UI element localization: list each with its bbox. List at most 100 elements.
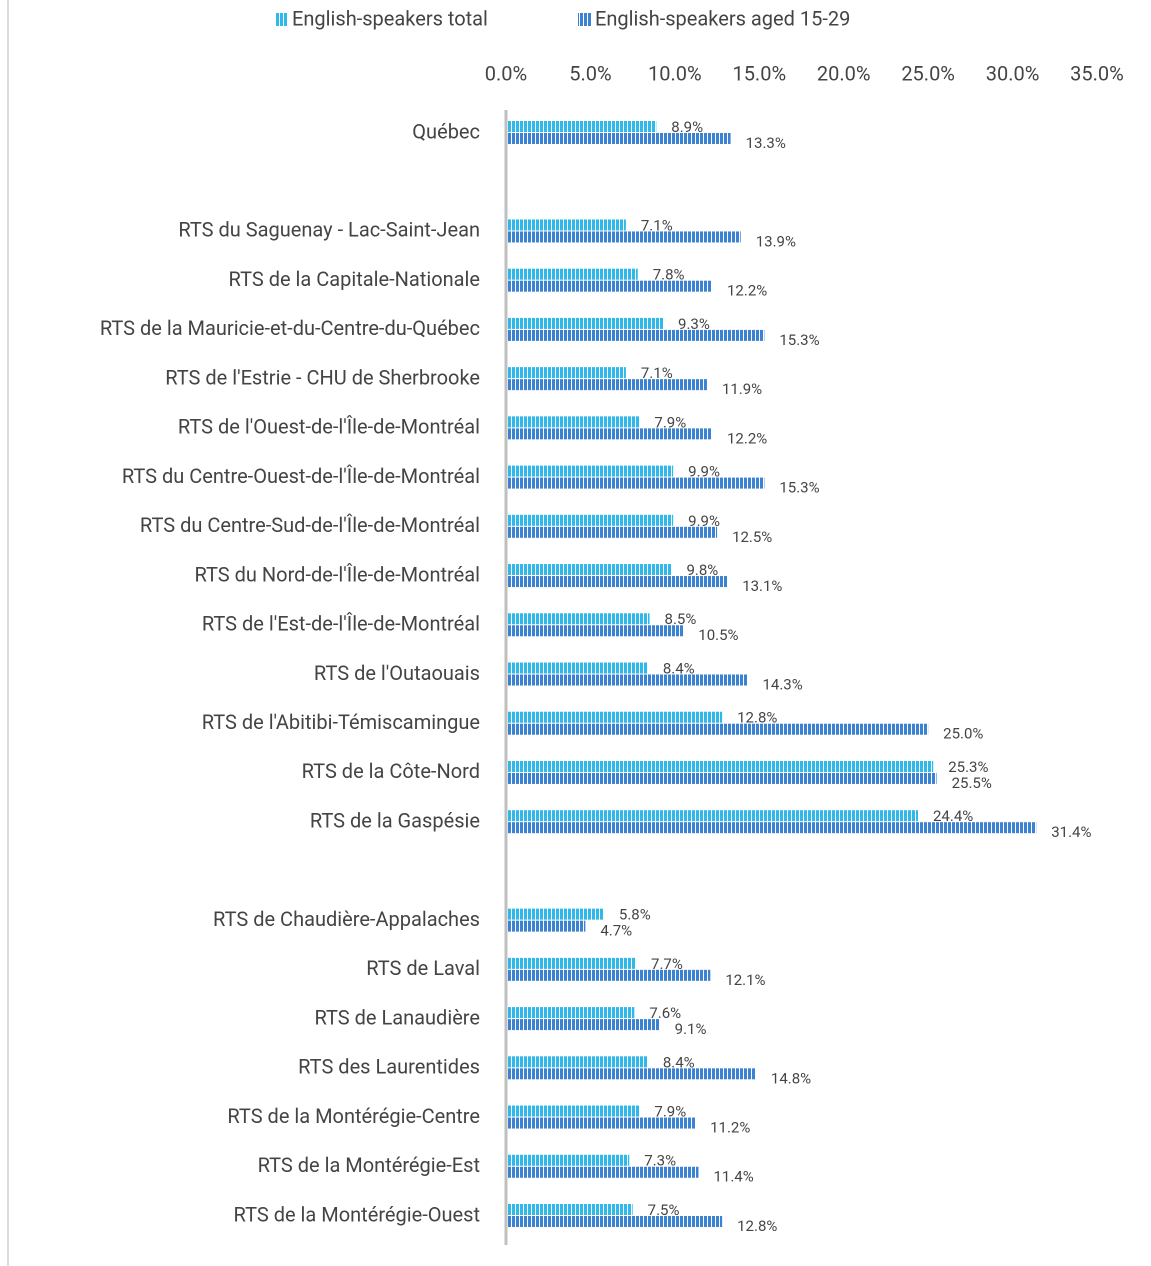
value-label: 8.9% [671, 118, 703, 136]
value-label: 8.4% [663, 1053, 695, 1071]
category-label: RTS de l'Estrie - CHU de Sherbrooke [165, 365, 480, 389]
value-label: 12.8% [737, 1217, 777, 1235]
bar [506, 416, 640, 428]
bar [506, 514, 674, 526]
category-label: RTS de la Montérégie-Centre [227, 1104, 480, 1128]
bar [506, 428, 713, 440]
bar [506, 133, 731, 144]
legend-label: English-speakers total [292, 6, 488, 30]
bar [506, 1105, 640, 1117]
value-label: 12.5% [732, 528, 772, 546]
value-label: 14.8% [771, 1069, 811, 1087]
bar [506, 920, 586, 932]
bar [506, 1056, 648, 1068]
value-label: 25.0% [943, 725, 983, 743]
value-label: 5.8% [619, 906, 651, 924]
category-label: RTS de l'Est-de-l'Île-de-Montréal [202, 612, 480, 636]
value-label: 9.3% [678, 315, 710, 333]
bar [506, 1007, 635, 1019]
bar [506, 231, 741, 243]
bar [506, 280, 713, 292]
category-label: Québec [412, 119, 480, 143]
category-label: RTS du Saguenay - Lac-Saint-Jean [178, 218, 480, 242]
value-label: 15.3% [779, 479, 819, 497]
bar [506, 1216, 723, 1227]
value-label: 9.8% [686, 561, 718, 579]
value-label: 15.3% [779, 331, 819, 349]
value-label: 7.9% [654, 1103, 686, 1121]
bar [506, 810, 919, 822]
bar [506, 674, 748, 686]
category-label: RTS de Laval [366, 956, 480, 980]
bar [506, 564, 672, 576]
bar [506, 367, 626, 379]
category-label: RTS de l'Abitibi-Témiscamingue [202, 710, 480, 734]
bar [506, 1154, 630, 1166]
x-tick-label: 5.0% [569, 61, 611, 85]
value-label: 10.5% [698, 626, 738, 644]
category-label: RTS du Nord-de-l'Île-de-Montréal [194, 562, 480, 586]
category-label: RTS de l'Ouest-de-l'Île-de-Montréal [178, 415, 480, 439]
category-label: RTS de la Capitale-Nationale [229, 267, 480, 291]
bar [506, 329, 765, 341]
bar [506, 760, 934, 772]
value-label: 7.1% [641, 364, 673, 382]
value-label: 7.3% [644, 1152, 676, 1170]
value-label: 25.3% [948, 758, 988, 776]
x-tick-label: 15.0% [732, 61, 786, 85]
value-label: 9.9% [688, 463, 720, 481]
category-label: RTS des Laurentides [298, 1055, 480, 1079]
category-label: RTS du Centre-Sud-de-l'Île-de-Montréal [140, 513, 480, 537]
value-label: 8.5% [665, 610, 697, 628]
value-label: 9.1% [675, 1020, 707, 1038]
x-tick-label: 25.0% [901, 61, 955, 85]
value-label: 25.5% [952, 774, 992, 792]
bar [506, 1019, 660, 1031]
bar [506, 711, 723, 723]
bar [506, 1068, 756, 1080]
category-label: RTS de Lanaudière [314, 1005, 480, 1029]
bar [506, 465, 674, 477]
category-label: RTS de la Gaspésie [310, 808, 480, 832]
bar [506, 121, 657, 132]
value-label: 9.9% [688, 512, 720, 530]
x-tick-label: 30.0% [986, 61, 1040, 85]
value-label: 13.1% [742, 577, 782, 595]
bar [506, 969, 711, 981]
bar [506, 1117, 696, 1129]
bar [506, 317, 664, 329]
bar [506, 268, 638, 280]
value-label: 11.2% [710, 1119, 750, 1137]
category-label: RTS de la Mauricie-et-du-Centre-du-Québe… [100, 316, 480, 340]
bar [506, 772, 937, 784]
value-label: 7.7% [651, 955, 683, 973]
bar [506, 662, 648, 674]
bar [506, 379, 707, 391]
value-label: 7.9% [654, 413, 686, 431]
x-tick-label: 10.0% [648, 61, 702, 85]
bar [506, 219, 626, 231]
bar [506, 723, 929, 735]
bar [506, 477, 765, 489]
value-label: 11.9% [722, 380, 762, 398]
x-tick-label: 35.0% [1070, 61, 1124, 85]
category-label: RTS du Centre-Ouest-de-l'Île-de-Montréal [122, 464, 480, 488]
legend-label: English-speakers aged 15-29 [595, 6, 850, 30]
bar [506, 625, 684, 637]
bar [506, 1166, 699, 1178]
value-label: 12.2% [727, 282, 767, 300]
value-label: 7.8% [653, 266, 685, 284]
value-label: 7.6% [649, 1004, 681, 1022]
value-label: 12.2% [727, 429, 767, 447]
bar [506, 957, 637, 969]
bar [506, 613, 650, 625]
value-label: 13.3% [746, 134, 786, 152]
value-label: 4.7% [600, 922, 632, 940]
x-tick-label: 20.0% [817, 61, 871, 85]
value-label: 14.3% [762, 675, 802, 693]
category-label: RTS de Chaudière-Appalaches [213, 907, 480, 931]
value-label: 7.1% [641, 216, 673, 234]
x-tick-label: 0.0% [485, 61, 527, 85]
value-label: 13.9% [756, 232, 796, 250]
